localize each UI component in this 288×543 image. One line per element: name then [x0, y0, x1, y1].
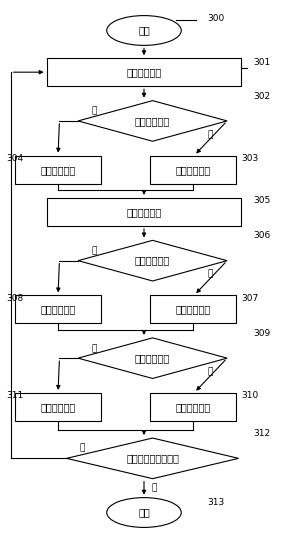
- Text: 312: 312: [253, 430, 270, 438]
- Text: 存在电缆型号: 存在电缆型号: [135, 116, 170, 126]
- Text: 309: 309: [253, 329, 270, 338]
- Text: 存在电缆起点: 存在电缆起点: [135, 256, 170, 266]
- Text: 输入电缆终点: 输入电缆终点: [40, 402, 76, 412]
- Text: 301: 301: [253, 58, 270, 67]
- Text: 输入电缆长度: 输入电缆长度: [126, 207, 162, 217]
- Text: 结束: 结束: [138, 508, 150, 517]
- Text: 否: 否: [91, 344, 96, 353]
- Text: 输入电缆起点: 输入电缆起点: [40, 305, 76, 314]
- Text: 输入电缆型号: 输入电缆型号: [40, 165, 76, 175]
- Bar: [150, 295, 236, 324]
- Text: 生成电缆型号: 生成电缆型号: [175, 165, 210, 175]
- Bar: [47, 58, 241, 86]
- Bar: [15, 156, 101, 184]
- Text: 302: 302: [253, 92, 270, 101]
- Text: 是: 是: [207, 367, 213, 376]
- Text: 输入电缆编号: 输入电缆编号: [126, 67, 162, 77]
- Bar: [47, 198, 241, 226]
- Text: 300: 300: [207, 15, 224, 23]
- Bar: [15, 295, 101, 324]
- Text: 307: 307: [241, 294, 259, 303]
- Bar: [15, 393, 101, 421]
- Text: 生成电缆终点: 生成电缆终点: [175, 402, 210, 412]
- Bar: [150, 156, 236, 184]
- Text: 306: 306: [253, 231, 270, 240]
- Text: 308: 308: [6, 294, 24, 303]
- Text: 生成电缆起点: 生成电缆起点: [175, 305, 210, 314]
- Text: 305: 305: [253, 197, 270, 205]
- Text: 否: 否: [91, 247, 96, 255]
- Text: 是: 是: [207, 130, 213, 139]
- Bar: [150, 393, 236, 421]
- Text: 是: 是: [207, 270, 213, 279]
- Text: 310: 310: [241, 392, 259, 400]
- Text: 303: 303: [241, 154, 259, 163]
- Text: 是: 是: [151, 484, 157, 493]
- Text: 304: 304: [6, 154, 24, 163]
- Text: 311: 311: [6, 392, 24, 400]
- Text: 电缆清册表建立完毕: 电缆清册表建立完毕: [126, 453, 179, 463]
- Text: 否: 否: [80, 443, 85, 452]
- Text: 313: 313: [207, 498, 224, 507]
- Text: 存在电缆终点: 存在电缆终点: [135, 353, 170, 363]
- Text: 否: 否: [91, 106, 96, 116]
- Text: 开始: 开始: [138, 26, 150, 35]
